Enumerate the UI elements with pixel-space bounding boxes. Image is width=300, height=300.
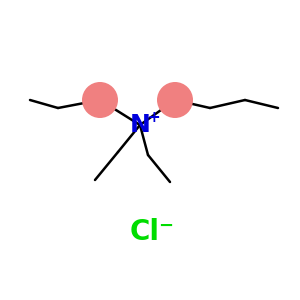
Circle shape xyxy=(82,82,118,118)
Circle shape xyxy=(157,82,193,118)
Text: +: + xyxy=(148,110,160,124)
Text: −: − xyxy=(158,217,173,235)
Text: Cl: Cl xyxy=(130,218,160,246)
Text: N: N xyxy=(130,113,150,137)
